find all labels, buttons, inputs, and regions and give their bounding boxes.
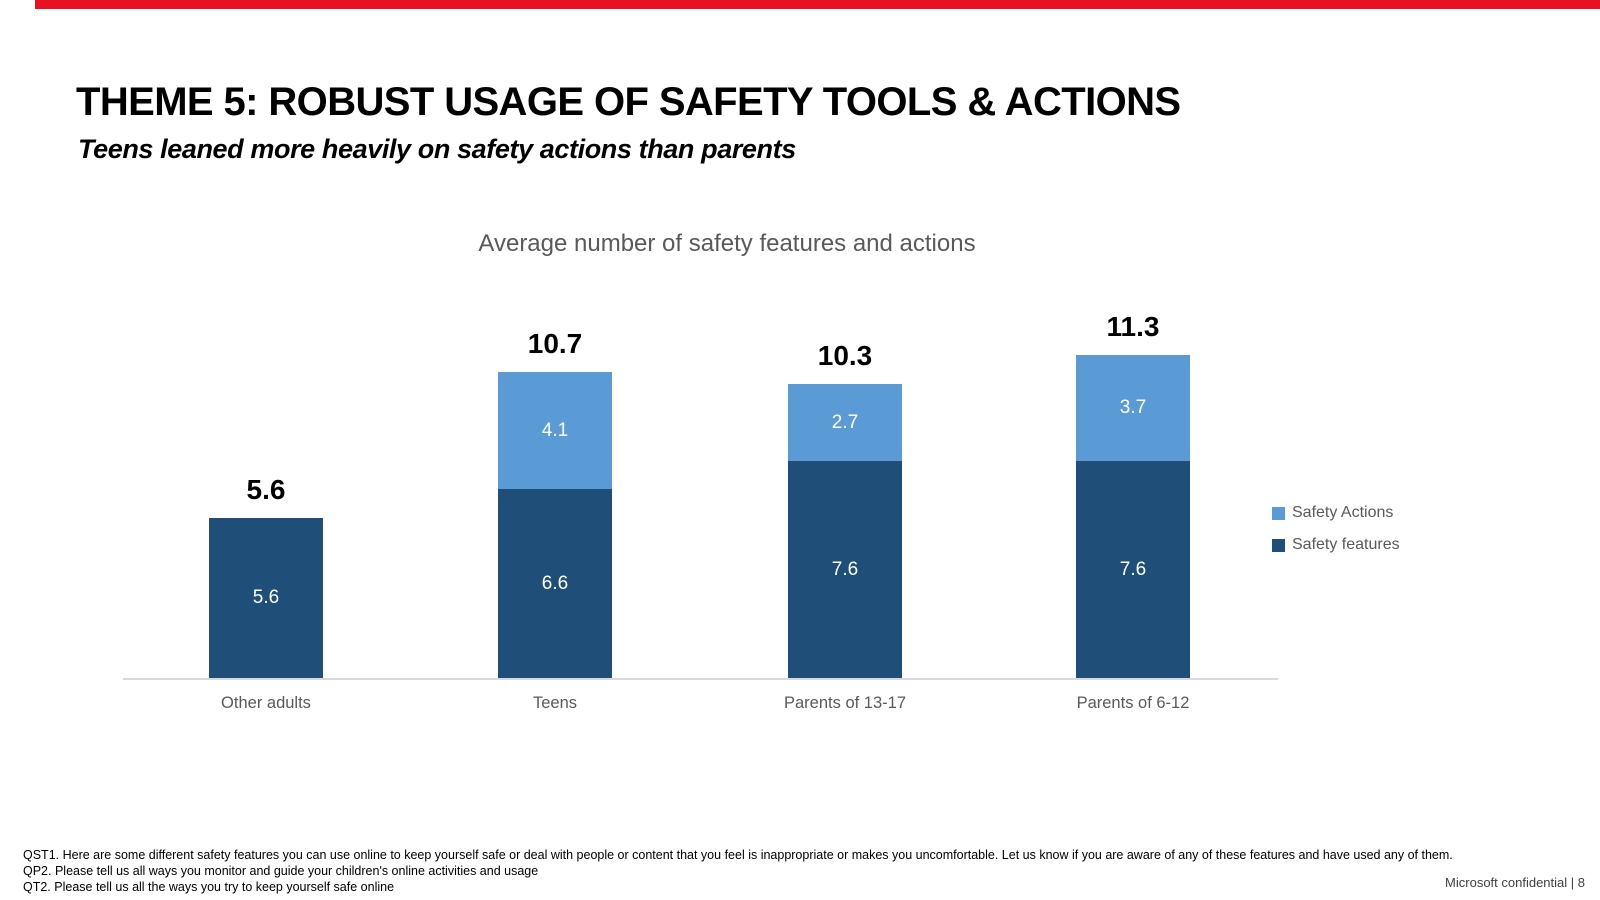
legend-item-safety-features: Safety features xyxy=(1272,535,1400,555)
segment-value-label: 3.7 xyxy=(1119,397,1147,418)
category-label: Teens xyxy=(532,694,578,712)
segment-value-label: 7.6 xyxy=(831,558,859,580)
confidential-footer: Microsoft confidential | 8 xyxy=(1445,875,1585,890)
footnote-line: QST1. Here are some different safety fea… xyxy=(23,848,1453,862)
safety-features-segment: 5.6 xyxy=(209,518,323,678)
segment-value-label: 4.1 xyxy=(541,419,569,441)
chart-title: Average number of safety features and ac… xyxy=(478,230,976,257)
bar-total-label: 10.7 xyxy=(527,328,583,359)
legend-item-safety-actions: Safety Actions xyxy=(1272,503,1400,523)
segment-value-label: 7.6 xyxy=(1119,558,1147,580)
chart-legend: Safety Actions Safety features xyxy=(1272,503,1400,567)
slide-subtitle: Teens leaned more heavily on safety acti… xyxy=(78,134,796,164)
legend-swatch-safety-actions xyxy=(1272,506,1285,520)
bar-total-label: 11.3 xyxy=(1106,311,1160,342)
safety-actions-segment: 3.7 xyxy=(1076,355,1190,461)
footnote-line: QP2. Please tell us all ways you monitor… xyxy=(23,864,539,878)
category-label: Other adults xyxy=(221,694,311,712)
safety-features-segment: 7.6 xyxy=(1076,461,1190,678)
footnote-line: QT2. Please tell us all the ways you try… xyxy=(23,880,395,894)
stacked-bar-chart: 5.6 5.6 Other adults 6.6 4.1 10.7 Teens 7.6 2.7 1… xyxy=(123,300,1278,712)
category-label: Parents of 13-17 xyxy=(784,694,906,712)
segment-value-label: 2.7 xyxy=(831,411,859,433)
bar-total-label: 5.6 xyxy=(246,474,286,505)
segment-value-label: 6.6 xyxy=(541,572,569,594)
legend-label: Safety features xyxy=(1292,536,1400,553)
footnotes: QST1. Here are some different safety fea… xyxy=(23,847,1453,895)
safety-features-segment: 7.6 xyxy=(788,461,902,678)
x-axis-line xyxy=(123,678,1278,680)
bar-total-label: 10.3 xyxy=(817,340,873,371)
slide-title: THEME 5: ROBUST USAGE OF SAFETY TOOLS & … xyxy=(76,80,1181,124)
segment-value-label: 5.6 xyxy=(252,587,280,608)
legend-swatch-safety-features xyxy=(1272,538,1285,552)
category-label: Parents of 6-12 xyxy=(1076,694,1190,712)
safety-actions-segment: 2.7 xyxy=(788,384,902,461)
safety-actions-segment: 4.1 xyxy=(498,372,612,489)
safety-features-segment: 6.6 xyxy=(498,489,612,678)
legend-label: Safety Actions xyxy=(1292,504,1394,521)
top-accent-bar xyxy=(35,0,1600,9)
